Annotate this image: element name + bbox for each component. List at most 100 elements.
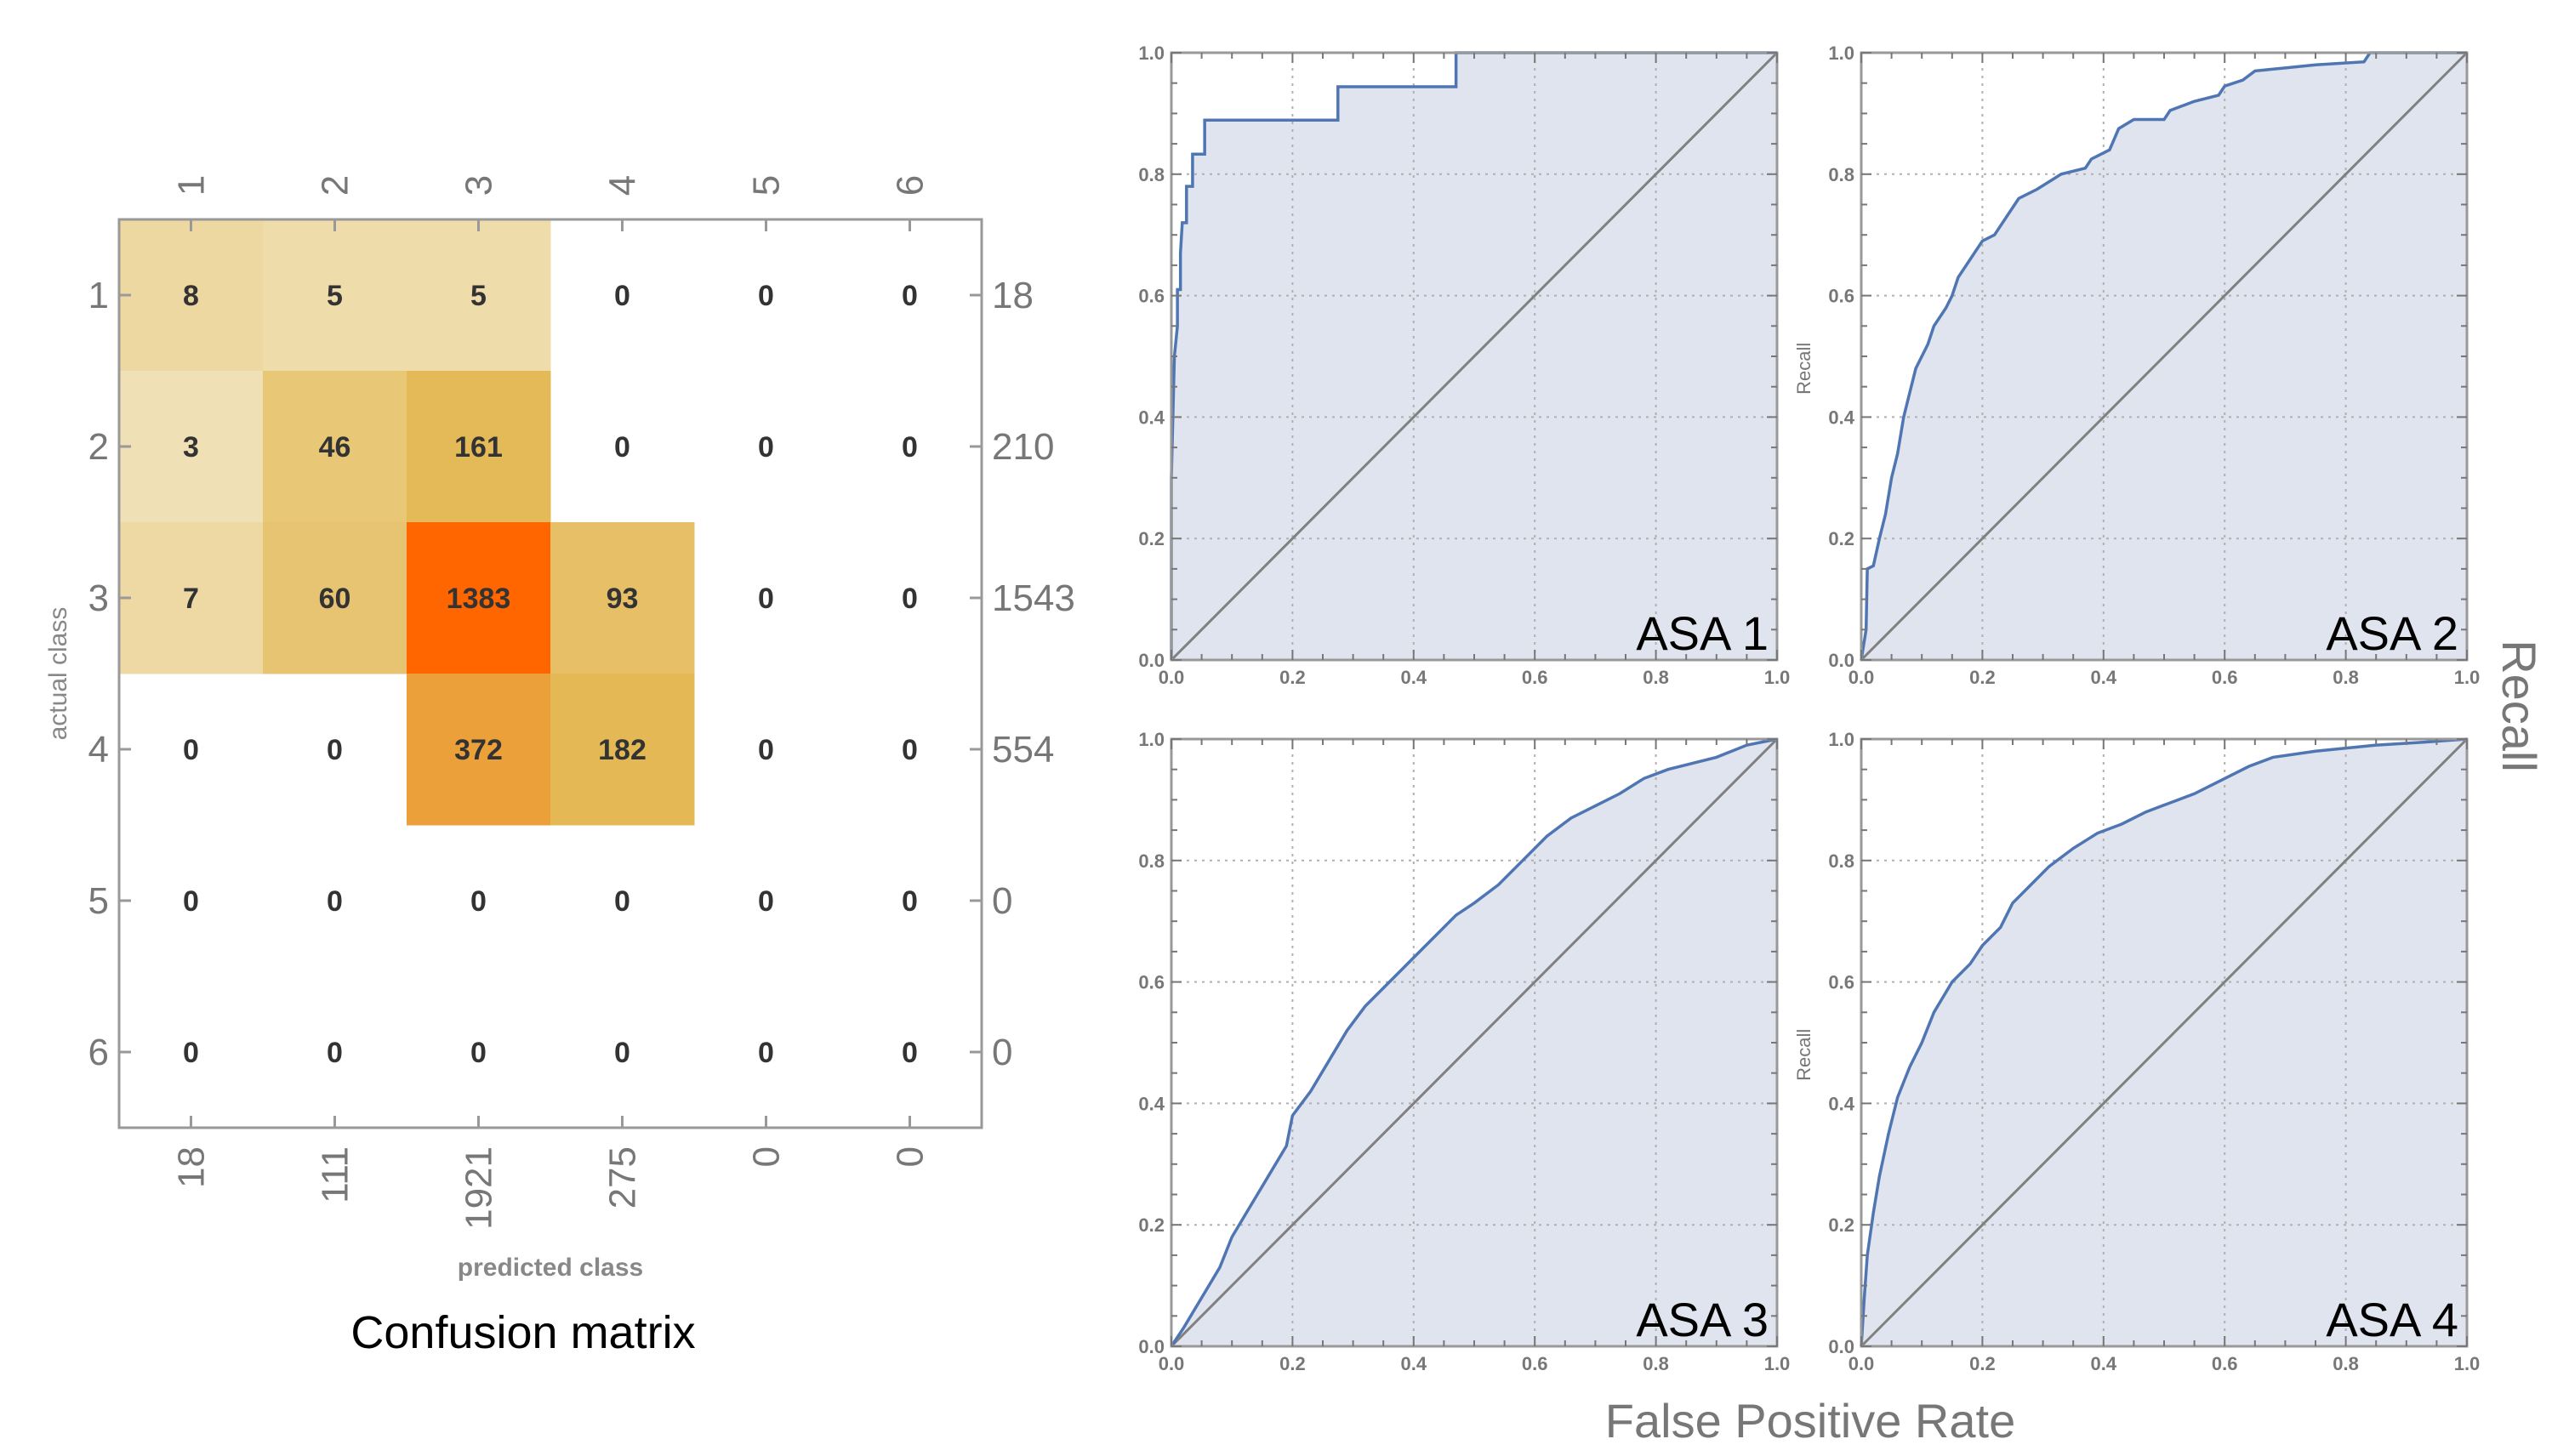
y-tick-label: 0.8 [1138,850,1165,872]
cell-value: 0 [758,1037,774,1069]
y-tick-label: 0.4 [1138,1093,1165,1114]
x-tick-label: 0.8 [1643,1353,1669,1374]
cell-value: 5 [470,280,487,312]
roc-panel-1: 0.00.0 0.2 0.2 0.4 0.4 0.6 0.6 0.8 0.8 1.0 1.0 ASA … [1138,43,1790,688]
matrix-cell [263,371,407,523]
predicted-class-tick-label: 1 [171,175,213,196]
cell-value: 0 [758,583,774,615]
matrix-cell [407,674,551,826]
x-tick-label: 0.0 [1159,667,1185,688]
cell-value: 0 [758,885,774,918]
x-tick-label: 0.4 [2091,667,2117,688]
actual-class-tick-label: 3 [88,577,109,619]
matrix-cell [407,371,551,523]
y-axis-label: actual class [44,607,72,741]
cell-value: 0 [183,885,199,918]
cell-value: 5 [327,280,343,312]
y-tick-label: 1.0 [1138,729,1165,750]
row-total: 210 [992,426,1054,468]
matrix-cell [550,522,695,674]
x-tick-label: 0.8 [2333,1353,2359,1374]
roc-panel-4: 0.00.0 0.2 0.2 0.4 0.4 0.6 0.6 0.8 0.8 1.0 1.0 Reca… [1793,729,2480,1374]
x-tick-label: 0.2 [1279,667,1306,688]
y-tick-label: 0.6 [1138,286,1165,307]
cell-value: 0 [470,1037,487,1069]
y-tick-label: 0.6 [1138,972,1165,993]
y-tick-label: 1.0 [1828,729,1854,750]
x-tick-label: 1.0 [2454,667,2481,688]
cell-value: 372 [454,734,503,766]
y-tick-label: 0.8 [1828,850,1854,872]
y-tick-label: 0.4 [1138,407,1165,428]
row-total: 554 [992,729,1054,771]
y-tick-label: 1.0 [1828,43,1854,64]
column-total: 0 [746,1146,788,1167]
matrix-cell [263,522,407,674]
roc-panel-2: 0.00.0 0.2 0.2 0.4 0.4 0.6 0.6 0.8 0.8 1.0 1.0 Reca… [1793,43,2480,688]
y-tick-label: 0.2 [1138,528,1165,549]
matrix-cell [407,522,551,674]
y-tick-label: 0.8 [1138,164,1165,185]
cell-value: 0 [902,431,918,464]
predicted-class-tick-label: 5 [746,175,788,196]
cell-value: 7 [183,583,199,615]
actual-class-tick-label: 1 [88,275,109,316]
x-tick-label: 0.6 [1522,1353,1548,1374]
cell-value: 0 [614,885,630,918]
y-tick-label: 0.4 [1828,1093,1854,1114]
x-tick-label: 0.6 [1522,667,1548,688]
cell-value: 0 [470,885,487,918]
cell-value: 0 [327,885,343,918]
cell-value: 0 [758,431,774,464]
cell-value: 0 [183,734,199,766]
x-tick-label: 0.2 [1279,1353,1306,1374]
matrix-cell [119,371,264,523]
x-tick-label: 0.0 [1848,667,1875,688]
roc-curve [1170,51,1777,660]
cell-value: 46 [319,431,351,464]
cell-value: 1383 [447,583,511,615]
roc-panel-3: 0.00.0 0.2 0.2 0.4 0.4 0.6 0.6 0.8 0.8 1.0 1.0 ASA … [1138,729,1790,1374]
x-tick-label: 0.6 [2212,1353,2238,1374]
column-total: 0 [890,1146,931,1167]
panel-label: ASA 4 [2326,1293,2458,1346]
matrix-frame [117,218,983,1129]
row-total: 0 [992,880,1012,922]
cell-value: 0 [902,1037,918,1069]
chance-diagonal [1170,51,1779,662]
cell-value: 60 [319,583,351,615]
y-tick-label: 0.0 [1828,650,1854,671]
cell-value: 0 [183,1037,199,1069]
y-tick-label: 0.2 [1828,1214,1854,1236]
x-tick-label: 0.8 [2333,667,2359,688]
y-tick-label: 0.0 [1138,650,1165,671]
cell-value: 8 [183,280,199,312]
y-tick-label: 0.6 [1828,286,1854,307]
actual-class-tick-label: 4 [88,729,109,771]
actual-class-tick-label: 5 [88,880,109,922]
matrix-cell [263,219,407,372]
cell-value: 0 [902,280,918,312]
predicted-class-tick-label: 4 [602,175,644,196]
x-tick-label: 0.4 [1401,1353,1427,1374]
cell-value: 0 [327,1037,343,1069]
x-tick-label: 0.8 [1643,667,1669,688]
y-axis-label: Recall [1793,1029,1814,1081]
shared-y-label: Recall [2492,640,2546,772]
cell-value: 0 [614,280,630,312]
x-tick-label: 0.0 [1159,1353,1185,1374]
matrix-cell [550,674,695,826]
cell-value: 0 [902,885,918,918]
y-tick-label: 0.0 [1138,1336,1165,1357]
cell-value: 161 [454,431,503,464]
column-total: 1921 [459,1146,500,1230]
row-total: 18 [992,275,1034,316]
x-tick-label: 0.0 [1848,1353,1875,1374]
column-total: 18 [171,1146,213,1188]
actual-class-tick-label: 6 [88,1032,109,1073]
roc-curve [1170,737,1778,1347]
cell-value: 0 [327,734,343,766]
roc-panels: 0.00.00.20.20.40.40.60.60.80.81.01.0ASA … [1138,43,2480,1374]
x-tick-label: 0.6 [2212,667,2238,688]
confusion-matrix-title: Confusion matrix [350,1307,695,1358]
